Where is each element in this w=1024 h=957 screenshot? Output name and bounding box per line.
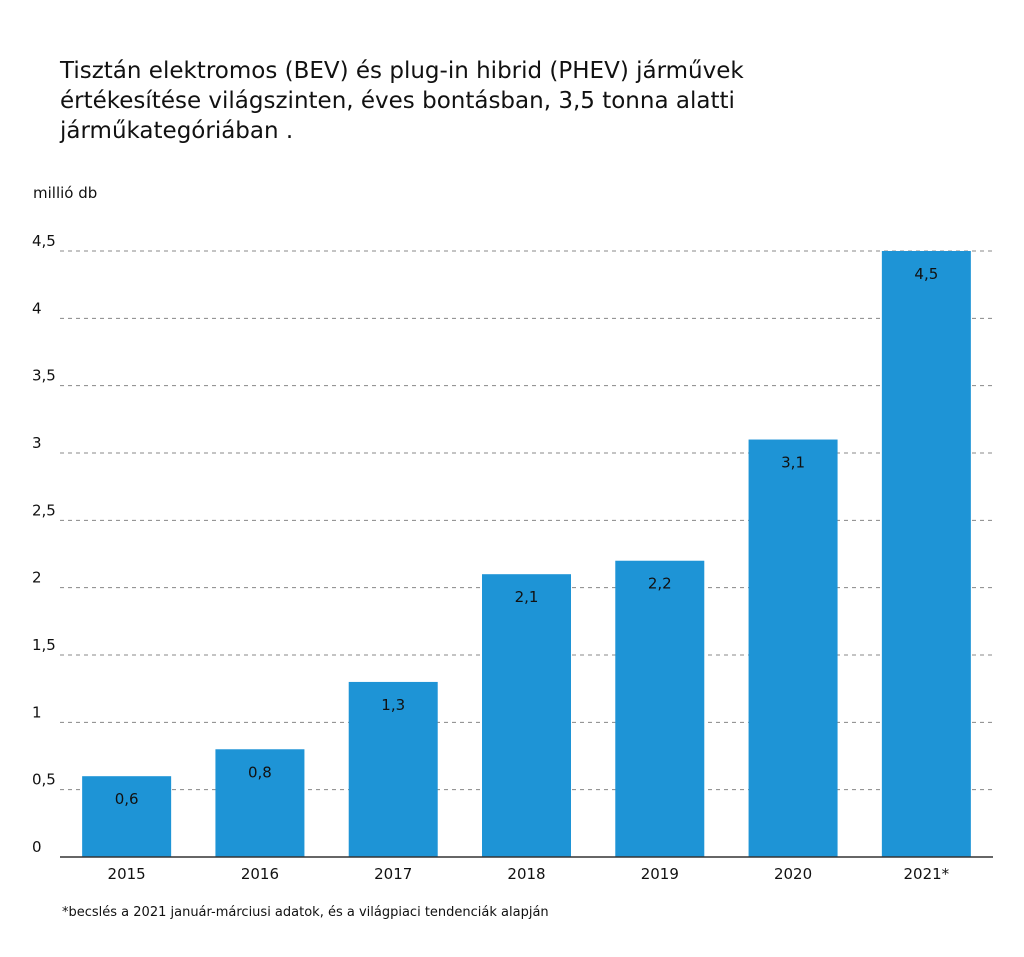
bar bbox=[482, 574, 571, 857]
x-tick-label: 2021* bbox=[904, 865, 950, 883]
data-label: 3,1 bbox=[781, 454, 805, 472]
chart-title: Tisztán elektromos (BEV) és plug-in hibr… bbox=[60, 56, 780, 146]
bar bbox=[215, 749, 305, 857]
y-axis-unit-label: millió db bbox=[33, 184, 98, 202]
data-label: 1,3 bbox=[381, 696, 405, 714]
x-tick-label: 2019 bbox=[641, 865, 679, 883]
y-tick-label: 1,5 bbox=[32, 636, 56, 654]
data-label: 0,8 bbox=[248, 763, 272, 781]
y-tick-label: 0 bbox=[32, 838, 42, 856]
x-tick-label: 2018 bbox=[507, 865, 545, 883]
bar bbox=[82, 776, 172, 857]
bar bbox=[348, 681, 438, 857]
x-tick-label: 2016 bbox=[241, 865, 279, 883]
bar bbox=[615, 560, 705, 857]
bar bbox=[748, 439, 838, 857]
data-label: 4,5 bbox=[914, 265, 938, 283]
data-label: 2,1 bbox=[515, 588, 539, 606]
y-tick-label: 4,5 bbox=[32, 232, 56, 250]
chart-title-line-2: értékesítése világszinten, éves bontásba… bbox=[60, 88, 735, 114]
x-tick-label: 2020 bbox=[774, 865, 812, 883]
y-tick-label: 2,5 bbox=[32, 501, 56, 519]
chart-title-line-3: járműkategóriában . bbox=[60, 118, 294, 144]
y-tick-label: 4 bbox=[32, 299, 42, 317]
y-tick-label: 1 bbox=[32, 703, 42, 721]
data-label: 0,6 bbox=[115, 790, 139, 808]
data-label: 2,2 bbox=[648, 575, 672, 593]
x-tick-label: 2015 bbox=[108, 865, 146, 883]
bar bbox=[881, 251, 971, 857]
y-tick-label: 3,5 bbox=[32, 367, 56, 385]
y-tick-label: 3 bbox=[32, 434, 42, 452]
y-tick-label: 0,5 bbox=[32, 771, 56, 789]
y-tick-label: 2 bbox=[32, 569, 42, 587]
x-tick-label: 2017 bbox=[374, 865, 412, 883]
chart-title-line-1: Tisztán elektromos (BEV) és plug-in hibr… bbox=[60, 58, 744, 84]
footnote: *becslés a 2021 január-márciusi adatok, … bbox=[62, 905, 549, 920]
